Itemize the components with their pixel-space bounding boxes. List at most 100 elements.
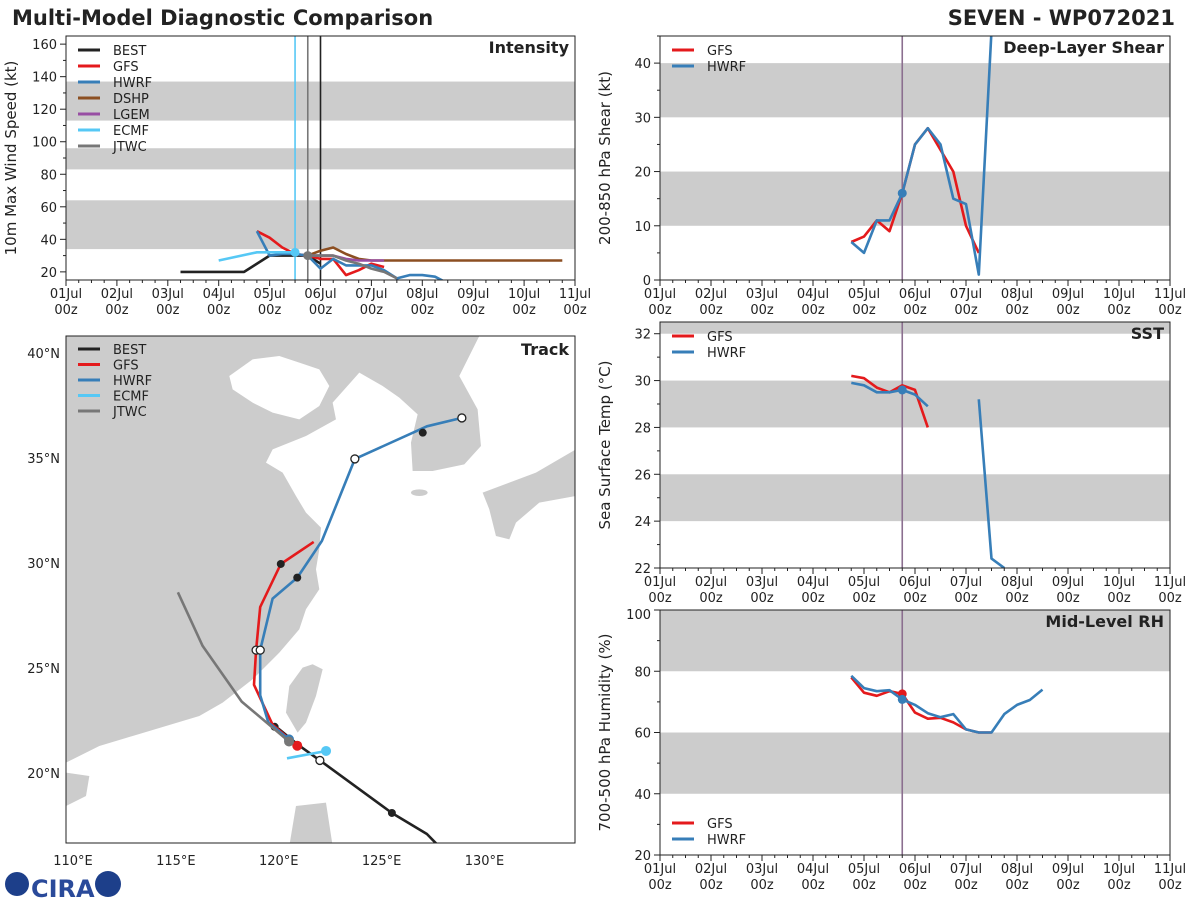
y-tick-label: 22 (634, 562, 651, 577)
cira-logo: CIRA (5, 871, 121, 900)
y-tick-label: 60 (634, 727, 651, 742)
x-tick-label-hour: 00z (801, 878, 825, 893)
x-tick-label-hour: 00z (309, 303, 333, 318)
land-jeju (410, 489, 428, 496)
land-taiwan (285, 664, 323, 733)
x-tick-label-date: 06Jul (899, 862, 931, 877)
y-tick-label: 26 (634, 468, 651, 483)
y-axis-label: 200-850 hPa Shear (kt) (596, 71, 614, 245)
x-tick-label-date: 04Jul (797, 862, 829, 877)
x-tick-label-date: 04Jul (203, 287, 235, 302)
x-tick-label-date: 11Jul (1154, 862, 1186, 877)
x-tick-label-hour: 00z (648, 303, 672, 318)
x-tick-label-date: 05Jul (848, 287, 880, 302)
track-marker-hwrf (418, 428, 427, 437)
y-tick-label: 10 (634, 220, 651, 235)
legend-label: BEST (113, 343, 146, 358)
x-tick-label-hour: 00z (903, 591, 927, 606)
rh-panel: 01Jul00z02Jul00z03Jul00z04Jul00z05Jul00z… (596, 608, 1186, 893)
intensity-panel: 01Jul00z02Jul00z03Jul00z04Jul00z05Jul00z… (2, 35, 591, 318)
panel-title: Track (521, 340, 569, 359)
x-tick-label-hour: 00z (411, 303, 435, 318)
track-map-land (66, 336, 575, 843)
map-frame (65, 335, 576, 844)
x-tick-label-date: 09Jul (1052, 862, 1084, 877)
series-line-gfs (256, 230, 385, 277)
x-tick-label-date: 03Jul (746, 575, 778, 590)
x-tick-label-hour: 00z (1107, 303, 1131, 318)
land-japan (482, 449, 575, 540)
y-tick-label: 20 (40, 266, 57, 281)
track-marker-best (387, 808, 396, 817)
x-tick-label-date: 06Jul (899, 575, 931, 590)
y-axis-label: 700-500 hPa Humidity (%) (596, 633, 614, 831)
track-panel: 110°E 115°E 120°E 125°E 130°E 20°N 25°N 30°N 35°… (27, 335, 576, 869)
x-tick-label-date: 01Jul (644, 862, 676, 877)
x-tick-label-hour: 00z (54, 303, 78, 318)
x-tick-label-hour: 00z (1107, 591, 1131, 606)
x-tick-label-hour: 00z (563, 303, 587, 318)
x-tick-label-date: 04Jul (797, 575, 829, 590)
x-tick-label-date: 04Jul (797, 287, 829, 302)
series-line-ecmf (218, 251, 296, 262)
plot-area (660, 36, 1170, 280)
y-tick-label: 100 (32, 136, 57, 151)
lat-tick-label: 30°N (27, 557, 60, 572)
plot-area (660, 610, 1170, 855)
lat-tick-label: 20°N (27, 767, 60, 782)
x-tick-label-date: 08Jul (1001, 862, 1033, 877)
x-tick-label-hour: 00z (699, 878, 723, 893)
x-tick-label-date: 01Jul (644, 287, 676, 302)
y-tick-label: 140 (32, 71, 57, 86)
panel-title: Intensity (489, 38, 570, 57)
panel-title: Deep-Layer Shear (1003, 38, 1164, 57)
track-marker-gfs (276, 559, 285, 568)
y-axis-label: Sea Surface Temp (°C) (596, 360, 614, 529)
series-line-hwrf (255, 230, 445, 280)
y-tick-label: 30 (634, 111, 651, 126)
x-tick-label-hour: 00z (1107, 878, 1131, 893)
legend-label: HWRF (707, 833, 746, 848)
x-tick-label-date: 02Jul (695, 575, 727, 590)
legend-label: HWRF (113, 374, 152, 389)
x-tick-label-date: 09Jul (1052, 575, 1084, 590)
track-marker-ecmf (321, 745, 332, 756)
lon-tick-label: 130°E (465, 854, 505, 869)
marker-ecmf (290, 247, 300, 257)
x-tick-label-date: 05Jul (848, 862, 880, 877)
track-marker-jtwc (284, 736, 295, 747)
legend-label: JTWC (112, 405, 147, 420)
legend-label: LGEM (113, 108, 150, 123)
legend-label: ECMF (113, 124, 149, 139)
x-tick-label-date: 09Jul (457, 287, 489, 302)
x-tick-label-date: 10Jul (1103, 862, 1135, 877)
y-tick-label: 60 (40, 201, 57, 216)
legend-label: HWRF (707, 346, 746, 361)
y-tick-label: 80 (40, 168, 57, 183)
y-tick-label: 30 (634, 375, 651, 390)
legend-label: HWRF (113, 76, 152, 91)
legend-label: DSHP (113, 92, 149, 107)
marker-hwrf (897, 188, 907, 198)
x-tick-label-hour: 00z (699, 591, 723, 606)
series-line-hwrf (850, 36, 993, 276)
lat-tick-label: 25°N (27, 662, 60, 677)
x-tick-label-date: 08Jul (1001, 575, 1033, 590)
x-tick-label-date: 07Jul (355, 287, 387, 302)
shaded-band (660, 380, 1170, 428)
x-tick-label-hour: 00z (903, 878, 927, 893)
x-tick-label-date: 05Jul (253, 287, 285, 302)
x-tick-label-date: 07Jul (950, 287, 982, 302)
x-tick-label-date: 03Jul (152, 287, 184, 302)
y-tick-label: 100 (626, 608, 651, 623)
x-tick-label-date: 08Jul (406, 287, 438, 302)
shaded-band (660, 610, 1170, 672)
x-tick-label-hour: 00z (801, 591, 825, 606)
x-tick-label-hour: 00z (852, 878, 876, 893)
x-tick-label-date: 03Jul (746, 862, 778, 877)
panel-title: SST (1131, 324, 1164, 343)
land-north-korea-east (439, 336, 480, 366)
bohai-sea (229, 355, 330, 420)
storm-id: SEVEN - WP072021 (948, 6, 1175, 30)
